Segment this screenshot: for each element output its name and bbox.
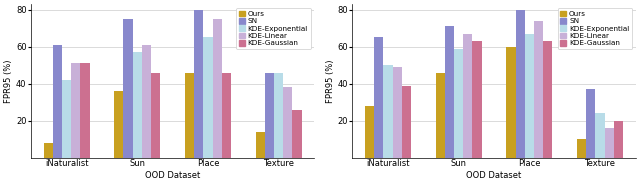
Bar [265,73,274,158]
Legend: Ours, SN, KDE-Exponential, KDE-Linear, KDE-Gaussian: Ours, SN, KDE-Exponential, KDE-Linear, K… [557,8,632,49]
X-axis label: OOD Dataset: OOD Dataset [467,171,522,180]
Legend: Ours, SN, KDE-Exponential, KDE-Linear, KDE-Gaussian: Ours, SN, KDE-Exponential, KDE-Linear, K… [236,8,311,49]
Bar [292,110,301,158]
Bar [454,49,463,158]
Bar [516,10,525,158]
Bar [274,73,283,158]
Bar [402,86,411,158]
X-axis label: OOD Dataset: OOD Dataset [145,171,200,180]
Bar [81,63,90,158]
Bar [185,73,194,158]
Bar [525,34,534,158]
Bar [374,38,383,158]
Bar [124,19,132,158]
Bar [595,113,605,158]
Bar [62,80,71,158]
Bar [463,34,472,158]
Bar [115,91,124,158]
Bar [534,21,543,158]
Bar [436,73,445,158]
Bar [445,26,454,158]
Bar [142,45,151,158]
Bar [577,139,586,158]
Y-axis label: FPR95 (%): FPR95 (%) [4,59,13,103]
Bar [255,132,265,158]
Bar [204,38,212,158]
Bar [543,41,552,158]
Bar [392,67,402,158]
Bar [283,87,292,158]
Bar [53,45,62,158]
Bar [44,143,53,158]
Bar [365,106,374,158]
Bar [506,47,516,158]
Bar [151,73,160,158]
Bar [221,73,231,158]
Bar [212,19,221,158]
Y-axis label: FPR95 (%): FPR95 (%) [326,59,335,103]
Bar [614,121,623,158]
Bar [472,41,482,158]
Bar [586,89,595,158]
Bar [194,10,204,158]
Bar [71,63,81,158]
Bar [383,65,392,158]
Bar [605,128,614,158]
Bar [132,52,142,158]
